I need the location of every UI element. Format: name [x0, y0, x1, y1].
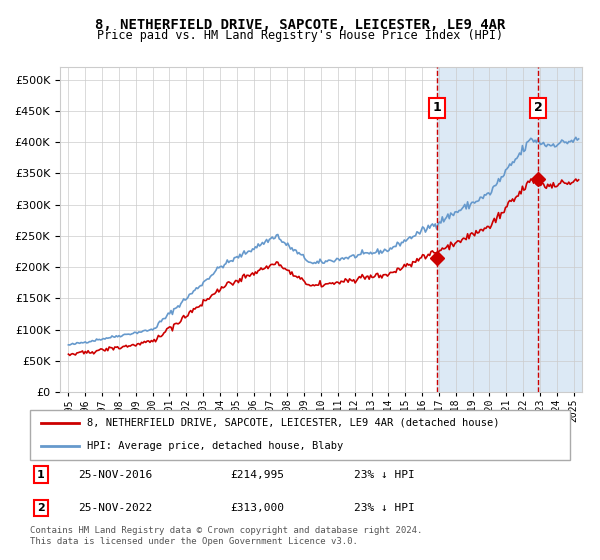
- Bar: [437, 67, 582, 392]
- Text: Contains HM Land Registry data © Crown copyright and database right 2024.
This d: Contains HM Land Registry data © Crown c…: [30, 526, 422, 546]
- Text: 23% ↓ HPI: 23% ↓ HPI: [354, 503, 415, 513]
- Text: £313,000: £313,000: [230, 503, 284, 513]
- Text: 23% ↓ HPI: 23% ↓ HPI: [354, 470, 415, 480]
- Text: 8, NETHERFIELD DRIVE, SAPCOTE, LEICESTER, LE9 4AR (detached house): 8, NETHERFIELD DRIVE, SAPCOTE, LEICESTER…: [86, 418, 499, 427]
- Text: £214,995: £214,995: [230, 470, 284, 480]
- Text: 25-NOV-2016: 25-NOV-2016: [79, 470, 153, 480]
- Text: 2: 2: [534, 101, 542, 114]
- Text: HPI: Average price, detached house, Blaby: HPI: Average price, detached house, Blab…: [86, 441, 343, 451]
- Text: 2: 2: [37, 503, 45, 513]
- FancyBboxPatch shape: [30, 410, 570, 460]
- Text: 25-NOV-2022: 25-NOV-2022: [79, 503, 153, 513]
- Text: 1: 1: [37, 470, 45, 480]
- Text: 8, NETHERFIELD DRIVE, SAPCOTE, LEICESTER, LE9 4AR: 8, NETHERFIELD DRIVE, SAPCOTE, LEICESTER…: [95, 18, 505, 32]
- Text: 1: 1: [433, 101, 442, 114]
- Text: Price paid vs. HM Land Registry's House Price Index (HPI): Price paid vs. HM Land Registry's House …: [97, 29, 503, 42]
